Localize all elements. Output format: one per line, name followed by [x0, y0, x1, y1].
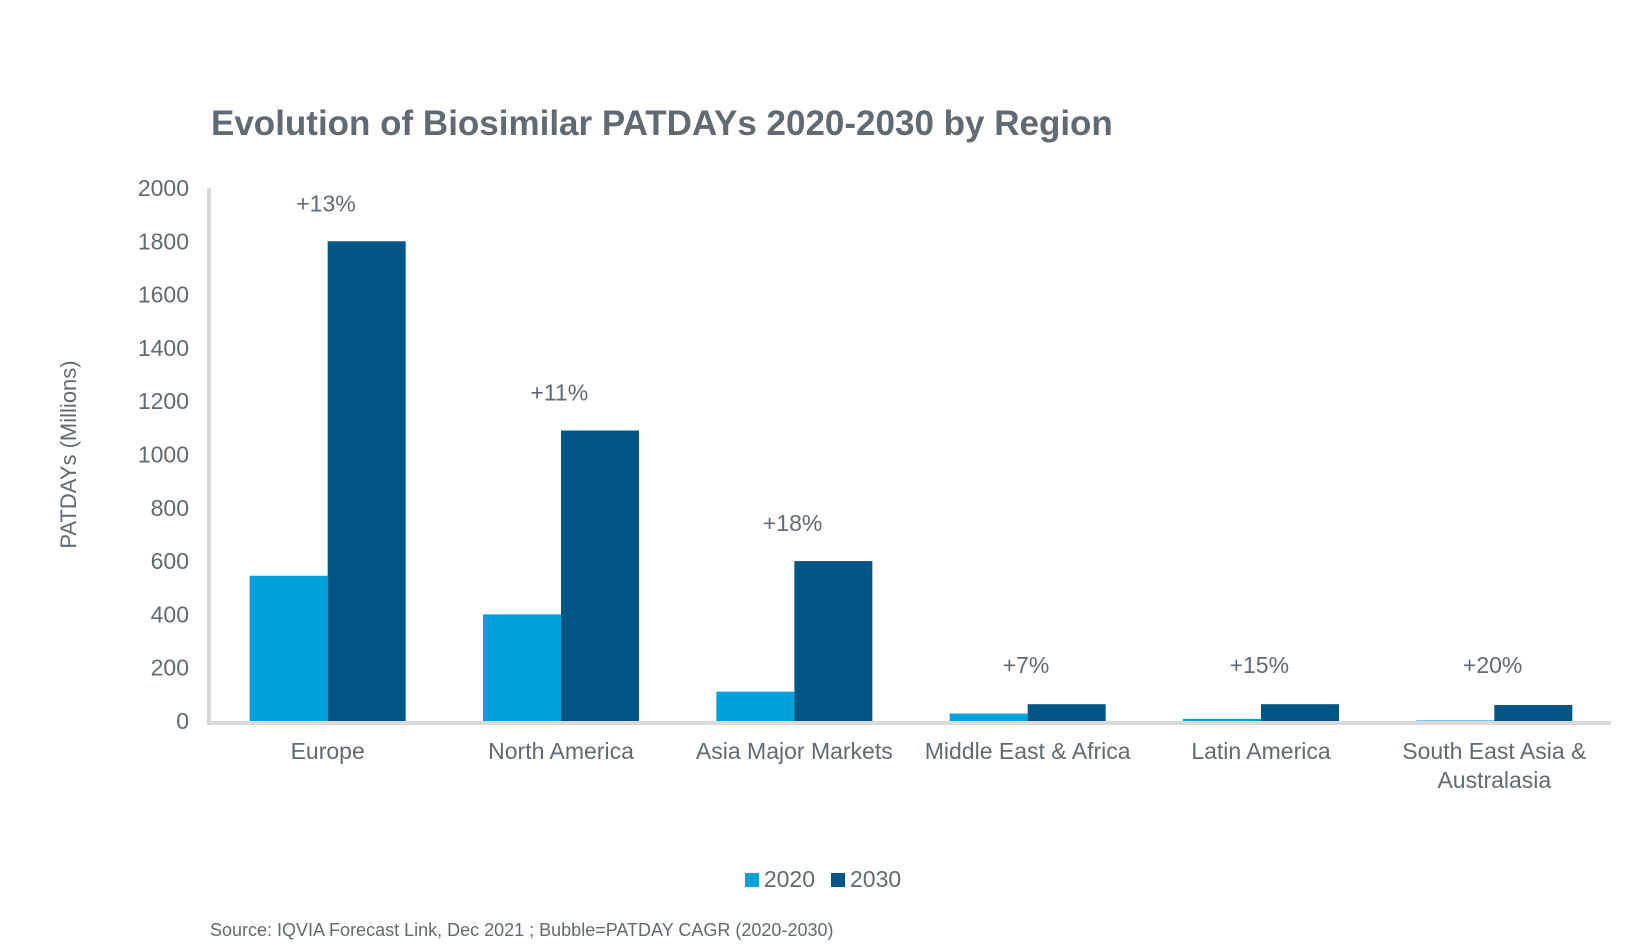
x-tick-label: Europe: [291, 738, 365, 764]
bar-2020: [249, 575, 328, 721]
x-tick-label: Latin America: [1191, 738, 1331, 764]
legend-item-2020: 2020: [744, 866, 815, 893]
y-tick-label: 800: [151, 495, 189, 521]
x-tick-label: Australasia: [1437, 767, 1551, 793]
bar-2030: [327, 241, 406, 722]
y-tick-label: 200: [151, 655, 189, 681]
bar-2030: [1261, 704, 1339, 721]
chart-title: Evolution of Biosimilar PATDAYs 2020-203…: [211, 104, 1113, 143]
bar-2020: [1416, 720, 1495, 721]
legend-label-2020: 2020: [763, 866, 815, 892]
y-tick-label: 1600: [138, 282, 189, 308]
bar-2030: [561, 430, 639, 721]
legend: 2020 2030: [0, 866, 1646, 893]
bar-2030: [1027, 704, 1106, 721]
cagr-annotation: +18%: [763, 510, 822, 536]
x-tick-label: North America: [488, 738, 634, 764]
y-tick-label: 400: [151, 601, 189, 627]
y-tick-label: 1000: [138, 442, 189, 468]
legend-item-2030: 2030: [831, 866, 901, 893]
bar-2020: [716, 691, 795, 721]
legend-swatch-2020: [744, 872, 759, 887]
x-tick-label: Asia Major Markets: [696, 738, 893, 764]
y-tick-label: 1400: [138, 335, 189, 361]
y-tick-label: 1800: [138, 228, 189, 254]
cagr-annotation: +11%: [530, 380, 588, 406]
y-tick-label: 0: [176, 708, 189, 734]
cagr-annotation: +15%: [1230, 652, 1289, 678]
bar-2030: [1494, 705, 1573, 721]
cagr-annotation: +13%: [296, 190, 355, 216]
bar-2020: [1183, 718, 1261, 721]
y-axis-line: [207, 188, 211, 725]
x-axis-line: [207, 721, 1611, 725]
y-tick-label: 2000: [138, 175, 189, 201]
x-tick-label: South East Asia &: [1402, 738, 1586, 764]
legend-label-2030: 2030: [850, 866, 902, 892]
y-tick-label: 600: [151, 548, 189, 574]
legend-swatch-2030: [831, 872, 845, 887]
bar-2030: [794, 561, 873, 721]
cagr-annotation: +7%: [1003, 652, 1050, 678]
bar-2020: [949, 713, 1028, 721]
x-tick-label: Middle East & Africa: [925, 738, 1131, 764]
y-axis-label: PATDAYs (Millions): [56, 360, 81, 548]
bar-chart: 0 200 400 600 800 1000 1200 1400 1600 1800 2000 PAT…: [56, 175, 1611, 793]
y-tick-label: 1200: [138, 388, 189, 414]
bar-2020: [483, 614, 561, 721]
source-note: Source: IQVIA Forecast Link, Dec 2021 ; …: [210, 920, 834, 940]
cagr-annotation: +20%: [1463, 652, 1522, 678]
